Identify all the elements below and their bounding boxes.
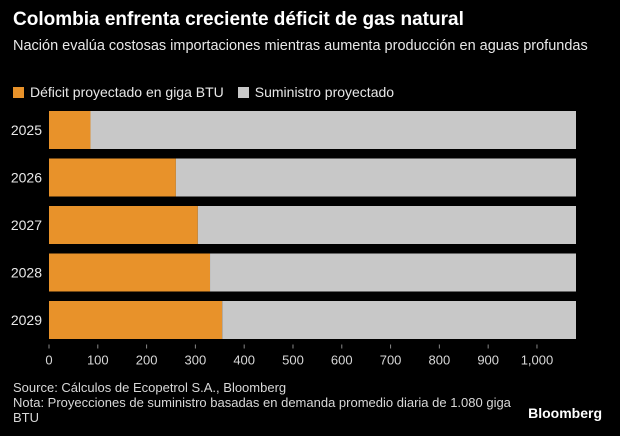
- x-tick-label: 100: [87, 353, 109, 368]
- bar-supply: [90, 111, 576, 149]
- bar-supply: [222, 301, 576, 339]
- bar-deficit: [49, 206, 198, 244]
- legend-label-supply: Suministro proyectado: [254, 84, 395, 100]
- category-label: 2026: [11, 170, 42, 186]
- bar-supply: [175, 158, 577, 197]
- x-tick-label: 200: [136, 353, 158, 368]
- legend-swatch-deficit: [13, 86, 24, 98]
- bar-deficit: [49, 158, 176, 197]
- bar-supply: [197, 206, 576, 244]
- category-label: 2025: [11, 122, 42, 138]
- x-tick-label: 1,000: [521, 353, 554, 368]
- legend-item-supply: Suministro proyectado: [237, 84, 395, 100]
- legend-label-deficit: Déficit proyectado en giga BTU: [30, 84, 224, 100]
- category-label: 2027: [11, 217, 42, 233]
- bar-deficit: [49, 111, 91, 149]
- x-tick-label: 800: [429, 353, 451, 368]
- x-tick-label: 500: [282, 353, 304, 368]
- x-tick-label: 0: [45, 353, 52, 368]
- bloomberg-logo: Bloomberg: [528, 405, 602, 421]
- legend: Déficit proyectado en giga BTU Suministr…: [13, 84, 408, 100]
- x-tick-label: 400: [233, 353, 255, 368]
- chart-title: Colombia enfrenta creciente déficit de g…: [13, 9, 464, 30]
- x-tick-label: 700: [380, 353, 402, 368]
- bar-chart: 2025 2026 2027 2028 2029 0 100 200 300 400 500 600 7…: [11, 111, 577, 368]
- category-label: 2029: [11, 312, 42, 328]
- legend-swatch-supply: [237, 86, 249, 98]
- x-tick-label: 300: [185, 353, 207, 368]
- bar-deficit: [49, 301, 223, 339]
- note-text: Nota: Proyecciones de suministro basadas…: [13, 395, 511, 425]
- bar-supply: [210, 253, 576, 292]
- chart-subtitle: Nación evalúa costosas importaciones mie…: [13, 38, 588, 54]
- legend-item-deficit: Déficit proyectado en giga BTU: [13, 84, 224, 100]
- x-tick-label: 600: [331, 353, 353, 368]
- x-tick-label: 900: [477, 353, 499, 368]
- footer: Source: Cálculos de Ecopetrol S.A., Bloo…: [13, 380, 513, 425]
- source-text: Source: Cálculos de Ecopetrol S.A., Bloo…: [13, 380, 287, 395]
- bar-deficit: [49, 253, 211, 292]
- category-label: 2028: [11, 265, 42, 281]
